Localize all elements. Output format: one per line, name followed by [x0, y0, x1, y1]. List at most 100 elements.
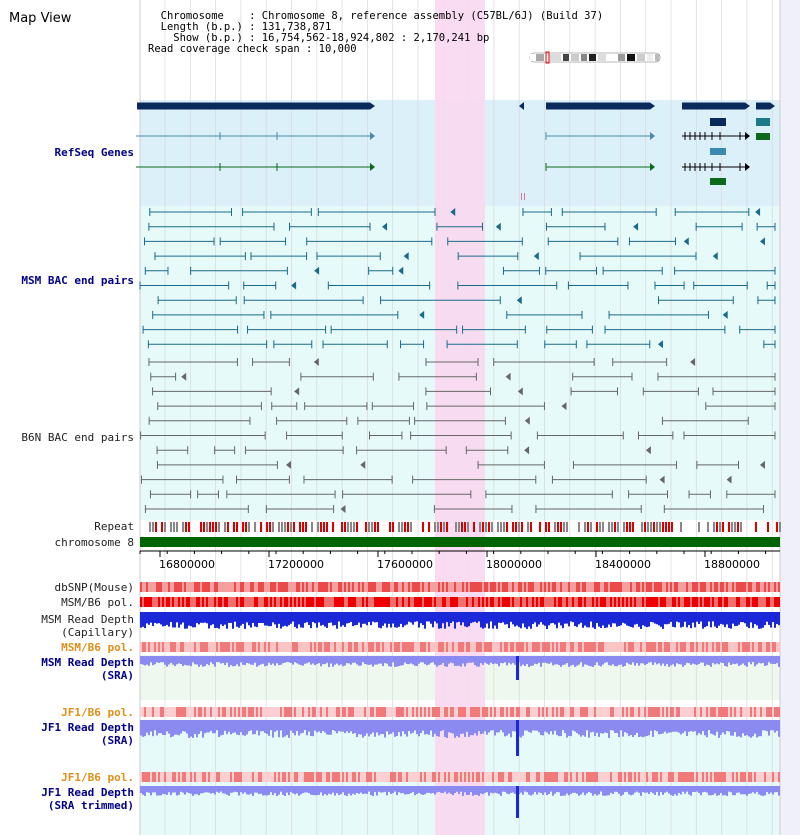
pol-strip: [588, 707, 590, 717]
depth-bar: [174, 612, 176, 628]
depth-bar: [568, 612, 570, 627]
pol-strip: [284, 707, 286, 717]
pol-strip: [642, 772, 644, 782]
track-label-jf1-depth[interactable]: JF1 Read Depth: [41, 721, 134, 734]
pol-strip: [358, 707, 360, 717]
pol-strip: [772, 707, 774, 717]
depth-bar: [776, 656, 778, 664]
pol-strip: [444, 597, 446, 607]
pol-strip: [766, 597, 768, 607]
depth-bar: [334, 720, 336, 732]
track-label-chromosome[interactable]: chromosome 8: [54, 536, 134, 549]
track-label-msm-pol[interactable]: MSM/B6 pol.: [61, 596, 134, 609]
repeat-mark: [224, 522, 226, 532]
pol-strip: [486, 597, 488, 607]
depth-bar: [344, 612, 346, 627]
depth-bar: [404, 612, 406, 626]
pol-strip: [668, 582, 670, 592]
track-label-msm-pol-2[interactable]: MSM/B6 pol.: [61, 641, 134, 654]
pol-strip: [154, 597, 156, 607]
depth-bar: [720, 656, 722, 663]
pol-strip: [568, 642, 570, 652]
depth-bar: [436, 656, 438, 667]
pol-strip: [600, 642, 602, 652]
pol-strip: [578, 582, 580, 592]
track-label-jf1-trim[interactable]: JF1 Read Depth: [41, 786, 134, 799]
pol-strip: [672, 642, 674, 652]
pol-strip: [306, 772, 308, 782]
pol-strip: [224, 582, 226, 592]
depth-bar: [608, 656, 610, 666]
depth-bar: [316, 612, 318, 628]
depth-bar: [238, 786, 240, 796]
pol-strip: [530, 582, 532, 592]
depth-bar: [304, 612, 306, 623]
pol-strip: [288, 772, 290, 782]
track-label-jf1-pol[interactable]: JF1/B6 pol.: [61, 706, 134, 719]
track-label-msm-bac[interactable]: MSM BAC end pairs: [21, 274, 134, 287]
pol-strip: [314, 582, 316, 592]
track-label-msm-depth-cap[interactable]: MSM Read Depth: [41, 613, 134, 626]
track-label-jf1-pol-2[interactable]: JF1/B6 pol.: [61, 771, 134, 784]
pol-strip: [580, 582, 582, 592]
pol-strip: [620, 582, 622, 592]
depth-bar: [708, 786, 710, 796]
pol-strip: [178, 597, 180, 607]
pol-strip: [672, 597, 674, 607]
depth-bar: [220, 612, 222, 625]
pol-strip: [548, 772, 550, 782]
pol-strip: [292, 597, 294, 607]
track-label-repeat[interactable]: Repeat: [94, 520, 134, 533]
depth-bar: [388, 656, 390, 667]
repeat-mark: [482, 522, 484, 532]
depth-bar: [656, 720, 658, 732]
pol-strip: [768, 582, 770, 592]
pol-strip: [662, 642, 664, 652]
depth-bar: [710, 720, 712, 734]
pol-strip: [326, 597, 328, 607]
depth-bar: [550, 612, 552, 624]
depth-bar: [650, 656, 652, 663]
track-label-dbsnp[interactable]: dbSNP(Mouse): [54, 581, 134, 594]
pol-strip: [376, 597, 378, 607]
depth-bar: [610, 786, 612, 793]
pol-strip: [598, 642, 600, 652]
pol-strip: [490, 597, 492, 607]
depth-bar: [548, 612, 550, 626]
pol-strip: [394, 582, 396, 592]
msm-bac-pair-end: [759, 237, 765, 246]
pol-strip: [448, 642, 450, 652]
pol-strip: [350, 642, 352, 652]
depth-bar: [672, 786, 674, 796]
repeat-mark: [392, 522, 394, 532]
depth-bar: [544, 786, 546, 793]
repeat-mark: [734, 522, 736, 532]
depth-bar: [482, 612, 484, 629]
depth-bar: [728, 656, 730, 663]
gene-block: [682, 102, 745, 110]
repeat-mark: [776, 522, 778, 532]
pol-strip: [684, 772, 686, 782]
track-label-b6n-bac[interactable]: B6N BAC end pairs: [21, 431, 134, 444]
pol-strip: [480, 772, 482, 782]
depth-bar: [426, 786, 428, 793]
depth-bar: [318, 656, 320, 664]
pol-strip: [310, 707, 312, 717]
pol-strip: [306, 707, 308, 717]
track-label-msm-depth-sra[interactable]: MSM Read Depth: [41, 656, 134, 669]
pol-strip: [518, 597, 520, 607]
depth-bar: [700, 786, 702, 796]
pol-strip: [600, 707, 602, 717]
depth-bar: [150, 612, 152, 623]
pol-strip: [596, 772, 598, 782]
pol-strip: [620, 772, 622, 782]
pol-strip: [528, 582, 530, 592]
depth-bar: [500, 786, 502, 796]
depth-bar: [754, 786, 756, 794]
depth-bar: [670, 786, 672, 796]
depth-bar: [386, 720, 388, 732]
pol-strip: [506, 707, 508, 717]
depth-bar: [406, 656, 408, 664]
track-label-refseq[interactable]: RefSeq Genes: [54, 146, 134, 159]
